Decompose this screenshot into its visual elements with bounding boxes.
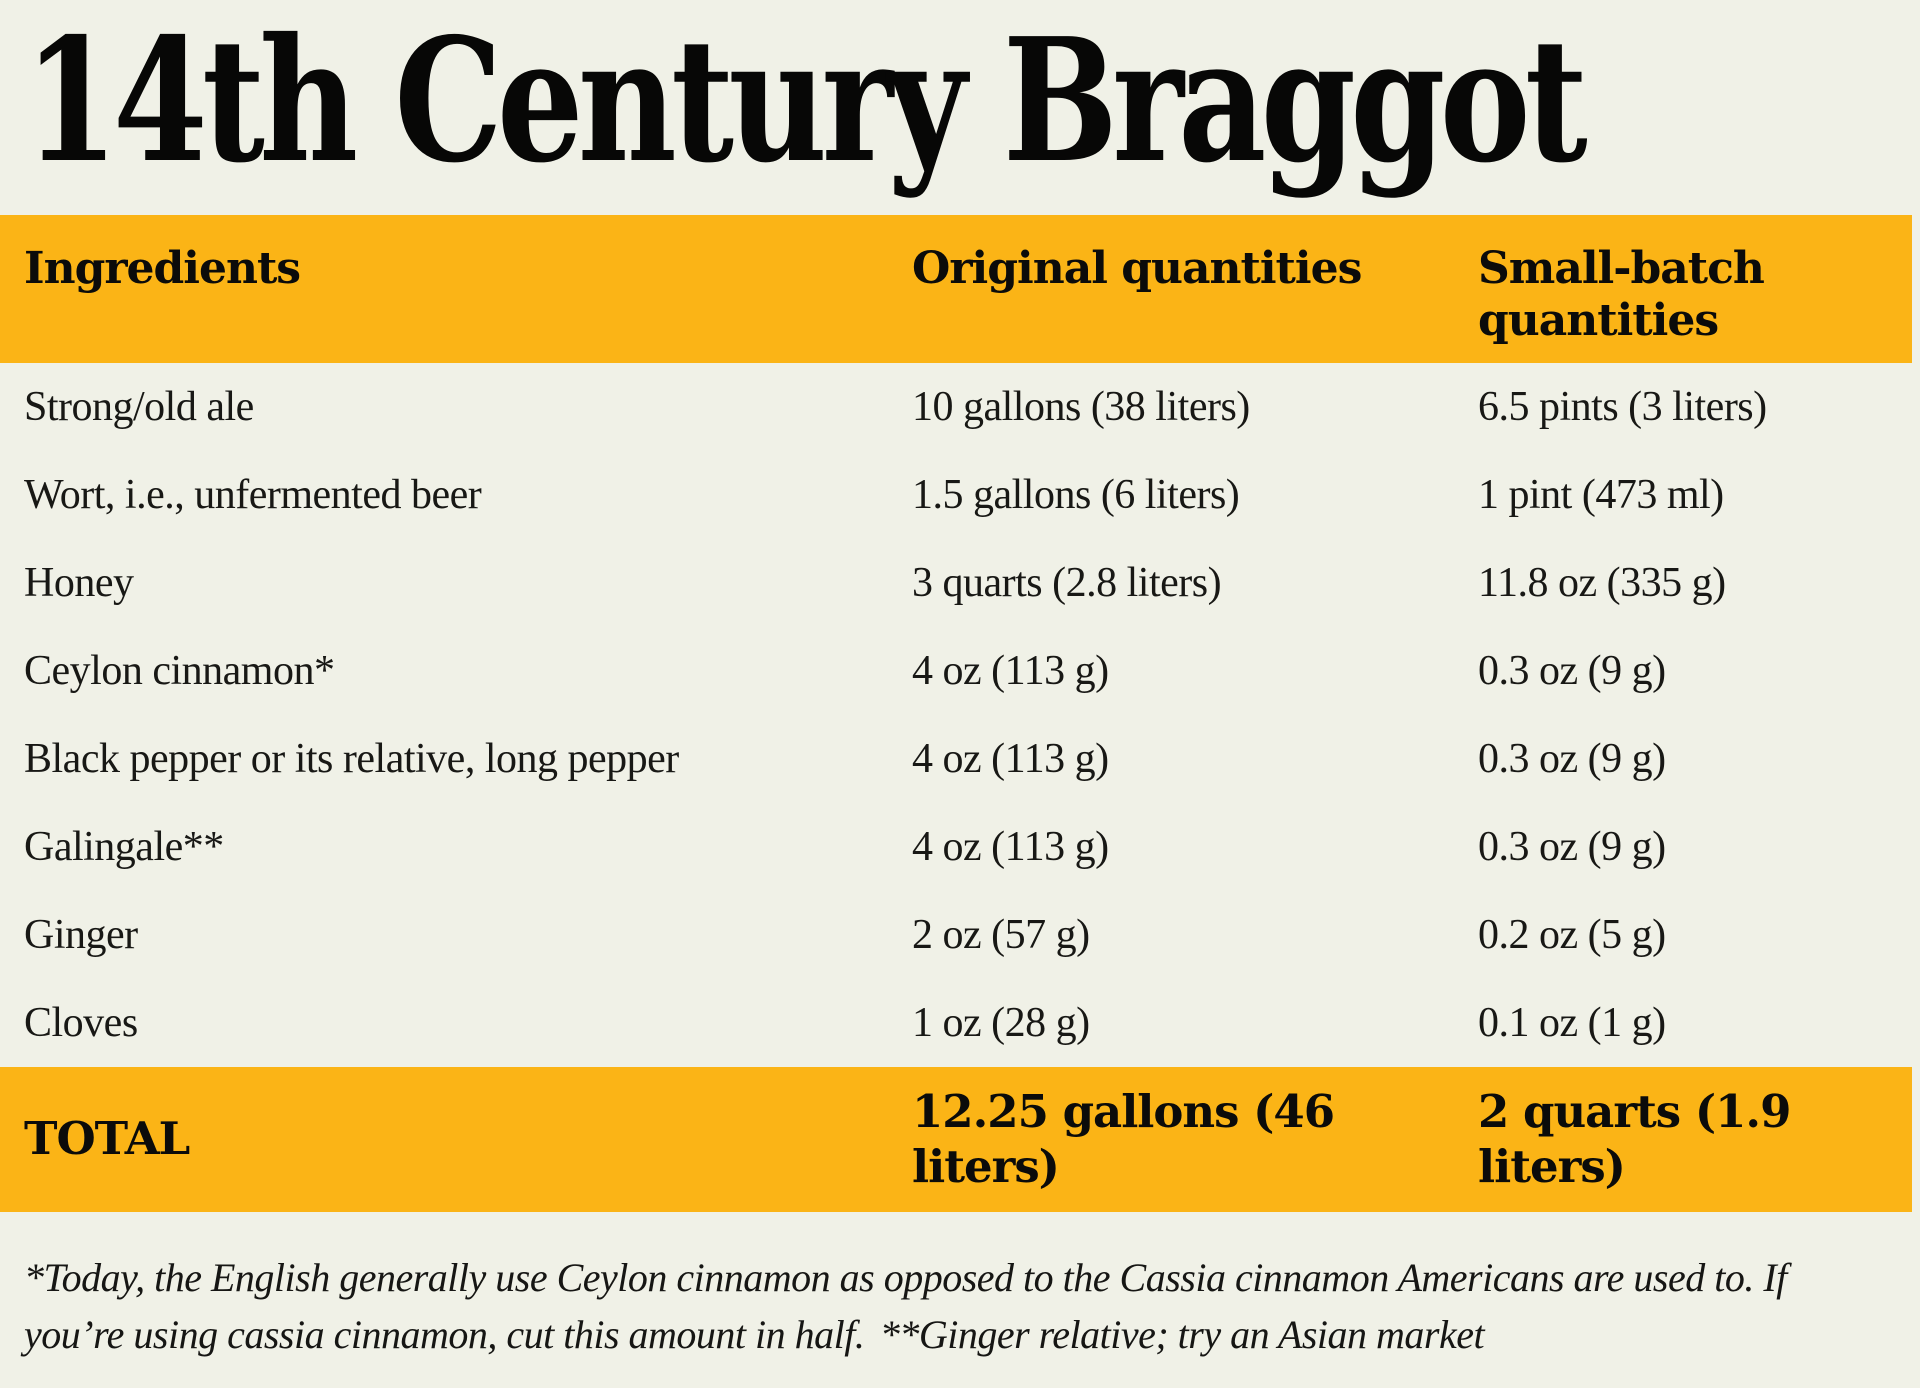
original-quantity: 4 oz (113 g) (912, 735, 1109, 782)
small-batch-quantity: 6.5 pints (3 liters) (1478, 383, 1767, 430)
original-quantity: 1 oz (28 g) (912, 999, 1090, 1046)
small-batch-quantity: 0.3 oz (9 g) (1478, 647, 1666, 694)
original-quantity: 4 oz (113 g) (912, 823, 1109, 870)
small-batch-quantity: 0.2 oz (5 g) (1478, 911, 1666, 958)
small-batch-quantity: 11.8 oz (335 g) (1478, 559, 1726, 606)
table-row: Honey 3 quarts (2.8 liters) 11.8 oz (335… (0, 539, 1920, 627)
table-body: Strong/old ale 10 gallons (38 liters) 6.… (0, 363, 1920, 1067)
table-header-row: Ingredients Original quantities Small-ba… (0, 215, 1912, 363)
table-row: Ginger 2 oz (57 g) 0.2 oz (5 g) (0, 891, 1920, 979)
page-title: 14th Century Braggot (24, 1, 1588, 201)
original-quantity: 1.5 gallons (6 liters) (912, 471, 1240, 518)
column-header-original-quantities: Original quantities (912, 243, 1362, 294)
footnote-galingale: **Ginger relative; try an Asian market (879, 1311, 1485, 1357)
small-batch-quantity: 0.3 oz (9 g) (1478, 823, 1666, 870)
footnote-cinnamon: *Today, the English generally use Ceylon… (24, 1255, 1787, 1357)
table-row: Galingale** 4 oz (113 g) 0.3 oz (9 g) (0, 803, 1920, 891)
small-batch-quantity: 1 pint (473 ml) (1478, 471, 1724, 518)
total-original-quantity: 12.25 gallons (46 liters) (912, 1084, 1335, 1193)
table-row: Ceylon cinnamon* 4 oz (113 g) 0.3 oz (9 … (0, 627, 1920, 715)
total-label: TOTAL (24, 1112, 190, 1166)
ingredient-name: Cloves (24, 999, 138, 1046)
original-quantity: 3 quarts (2.8 liters) (912, 559, 1222, 606)
ingredient-name: Ginger (24, 911, 138, 958)
table-total-row: TOTAL 12.25 gallons (46 liters) 2 quarts… (0, 1067, 1912, 1212)
small-batch-quantity: 0.3 oz (9 g) (1478, 735, 1666, 782)
original-quantity: 2 oz (57 g) (912, 911, 1090, 958)
table-row: Black pepper or its relative, long peppe… (0, 715, 1920, 803)
small-batch-quantity: 0.1 oz (1 g) (1478, 999, 1666, 1046)
column-header-small-batch-quantities: Small-batch quantities (1478, 243, 1765, 346)
column-header-ingredients: Ingredients (24, 243, 301, 294)
original-quantity: 10 gallons (38 liters) (912, 383, 1250, 430)
ingredient-name: Wort, i.e., unfermented beer (24, 471, 482, 518)
ingredient-name: Galingale** (24, 823, 224, 870)
ingredient-name: Ceylon cinnamon* (24, 647, 335, 694)
footnotes: *Today, the English generally use Ceylon… (24, 1250, 1884, 1364)
table-row: Wort, i.e., unfermented beer 1.5 gallons… (0, 451, 1920, 539)
ingredient-name: Honey (24, 559, 134, 606)
table-row: Cloves 1 oz (28 g) 0.1 oz (1 g) (0, 979, 1920, 1067)
total-small-batch-quantity: 2 quarts (1.9 liters) (1478, 1084, 1791, 1193)
original-quantity: 4 oz (113 g) (912, 647, 1109, 694)
ingredient-name: Strong/old ale (24, 383, 254, 430)
ingredient-name: Black pepper or its relative, long peppe… (24, 735, 679, 782)
table-row: Strong/old ale 10 gallons (38 liters) 6.… (0, 363, 1920, 451)
